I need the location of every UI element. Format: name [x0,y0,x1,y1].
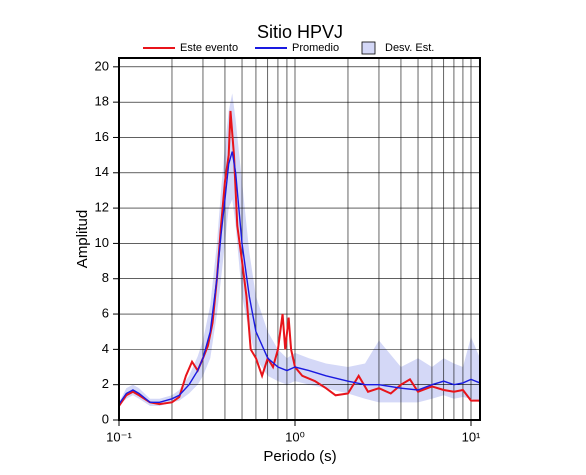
y-tick-label: 18 [95,94,109,109]
y-tick-label: 0 [102,411,109,426]
x-tick-label: 10⁰ [285,429,305,444]
y-tick-label: 8 [102,270,109,285]
std-band [119,93,480,406]
x-tick-label: 10¹ [462,429,481,444]
x-tick-label: 10⁻¹ [106,429,132,444]
legend-label: Desv. Est. [385,42,434,54]
y-tick-label: 16 [95,129,109,144]
y-tick-label: 10 [95,235,109,250]
plot-frame [118,57,481,421]
x-axis-label: Periodo (s) [263,448,336,465]
chart-title: Sitio HPVJ [257,22,343,42]
y-tick-label: 6 [102,305,109,320]
y-axis-label: Amplitud [74,210,91,268]
legend-label: Promedio [292,42,339,54]
legend-label: Este evento [180,42,238,54]
series-line [118,110,480,407]
y-tick-label: 20 [95,58,109,73]
y-tick-label: 2 [102,376,109,391]
y-tick-label: 4 [102,341,109,356]
y-tick-label: 14 [95,164,109,179]
legend-swatch [361,41,376,55]
series-line [118,151,481,405]
y-tick-label: 12 [95,200,109,215]
